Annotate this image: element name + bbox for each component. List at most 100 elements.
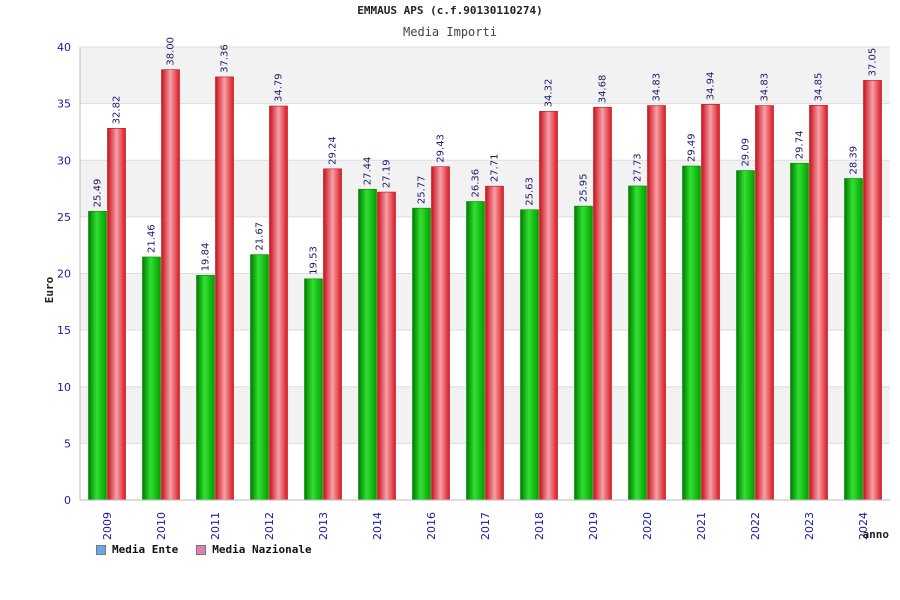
data-label: 27.44	[363, 157, 374, 186]
x-tick-label: 2013	[317, 512, 330, 540]
bar-media-nazionale	[863, 80, 882, 501]
data-label: 25.63	[525, 177, 536, 206]
grid-band	[80, 330, 890, 387]
data-label: 29.09	[741, 138, 752, 167]
bar-media-ente	[358, 188, 377, 501]
bar-media-ente	[250, 254, 269, 501]
y-tick-label: 25	[57, 211, 71, 224]
bar-media-ente	[628, 185, 647, 501]
y-axis-title: Euro	[43, 276, 56, 303]
data-label: 29.74	[795, 131, 806, 160]
y-tick-label: 20	[57, 268, 71, 281]
chart-subtitle: Media Importi	[403, 25, 497, 39]
bar-media-nazionale	[701, 104, 720, 501]
legend-swatch-media-ente	[96, 544, 106, 555]
data-label: 27.71	[490, 154, 501, 183]
grid-band	[80, 386, 890, 444]
bar-media-ente	[304, 278, 323, 501]
bar-media-nazionale	[161, 69, 180, 501]
bar-media-ente	[196, 275, 215, 501]
x-tick-label: 2018	[533, 512, 546, 540]
x-tick-label: 2023	[803, 512, 816, 540]
grid-band	[80, 216, 890, 274]
data-label: 27.73	[633, 153, 644, 182]
data-label: 34.32	[544, 79, 555, 108]
data-label: 37.36	[220, 44, 231, 73]
x-tick-label: 2020	[641, 512, 654, 540]
data-label: 19.53	[309, 246, 320, 275]
data-label: 34.68	[598, 75, 609, 104]
legend: Media Ente Media Nazionale	[96, 543, 312, 556]
data-label: 19.84	[201, 243, 212, 272]
legend-item-media-ente: Media Ente	[96, 543, 178, 556]
grid-band	[80, 47, 890, 104]
chart-title: EMMAUS APS (c.f.90130110274)	[357, 4, 543, 17]
x-tick-label: 2011	[209, 512, 222, 540]
data-label: 21.46	[147, 224, 158, 253]
bar-media-nazionale	[593, 106, 612, 501]
bar-media-nazionale	[485, 185, 504, 501]
bar-media-nazionale	[431, 166, 450, 501]
data-label: 25.95	[579, 173, 590, 202]
data-label: 32.82	[112, 96, 123, 125]
bar-media-nazionale	[647, 105, 666, 501]
bar-media-ente	[682, 165, 701, 501]
bar-media-nazionale	[107, 128, 126, 501]
data-label: 25.49	[93, 179, 104, 208]
y-tick-label: 0	[64, 494, 71, 507]
bar-media-ente	[412, 207, 431, 501]
bar-media-ente	[736, 170, 755, 501]
data-label: 37.05	[868, 48, 879, 77]
data-label: 34.94	[706, 72, 717, 101]
x-tick-label: 2010	[155, 512, 168, 540]
y-tick-label: 5	[64, 437, 71, 450]
grid-band	[80, 103, 890, 161]
data-label: 34.83	[652, 73, 663, 102]
bar-media-ente	[520, 209, 539, 501]
bar-media-nazionale	[809, 105, 828, 501]
bar-media-ente	[88, 211, 107, 501]
x-tick-label: 2021	[695, 512, 708, 540]
y-tick-label: 35	[57, 98, 71, 111]
legend-label-media-nazionale: Media Nazionale	[212, 543, 312, 556]
data-label: 34.85	[814, 73, 825, 102]
bar-media-nazionale	[539, 111, 558, 501]
bar-media-ente	[574, 205, 593, 501]
y-tick-label: 15	[57, 324, 71, 337]
legend-item-media-nazionale: Media Nazionale	[196, 543, 312, 556]
bar-media-nazionale	[269, 105, 288, 501]
legend-swatch-media-nazionale	[196, 544, 207, 555]
data-label: 34.79	[274, 73, 285, 102]
data-label: 28.39	[849, 146, 860, 175]
x-tick-label: 2017	[479, 512, 492, 540]
bar-media-nazionale	[377, 191, 396, 501]
legend-label-media-ente: Media Ente	[112, 543, 179, 556]
data-label: 27.19	[382, 159, 393, 188]
bar-media-ente	[466, 201, 485, 501]
x-tick-label: 2022	[749, 512, 762, 540]
data-label: 29.24	[328, 136, 339, 165]
x-tick-label: 2014	[371, 512, 384, 540]
y-tick-label: 30	[57, 154, 71, 167]
x-tick-label: 2012	[263, 512, 276, 540]
grid-band	[80, 273, 890, 331]
y-tick-label: 40	[57, 41, 71, 54]
data-label: 25.77	[417, 176, 428, 205]
x-axis-title: anno	[863, 528, 890, 541]
bar-media-ente	[844, 178, 863, 501]
bar-media-ente	[142, 256, 161, 501]
grid-band	[80, 160, 890, 217]
data-label: 29.43	[436, 134, 447, 163]
x-tick-label: 2009	[101, 512, 114, 540]
data-label: 21.67	[255, 222, 266, 251]
x-tick-label: 2016	[425, 512, 438, 540]
y-tick-label: 10	[57, 381, 71, 394]
grid-band	[80, 443, 890, 500]
bar-media-nazionale	[215, 76, 234, 501]
bar-media-ente	[790, 162, 809, 501]
bar-media-nazionale	[323, 168, 342, 501]
data-label: 38.00	[166, 37, 177, 66]
x-tick-label: 2024	[857, 512, 870, 540]
data-label: 29.49	[687, 133, 698, 162]
